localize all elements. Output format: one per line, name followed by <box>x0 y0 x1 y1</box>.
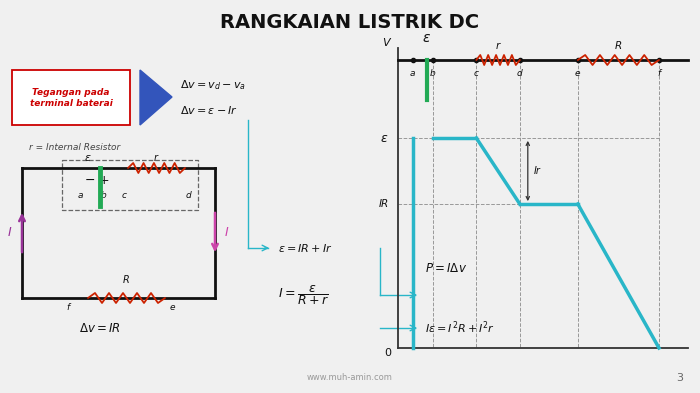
Text: $\varepsilon$: $\varepsilon$ <box>84 153 92 163</box>
Text: V: V <box>382 38 390 48</box>
Text: a: a <box>410 70 415 79</box>
Text: R: R <box>122 275 130 285</box>
Text: r = Internal Resistor: r = Internal Resistor <box>29 143 120 152</box>
Text: c: c <box>122 191 127 200</box>
Text: www.muh-amin.com: www.muh-amin.com <box>307 373 393 382</box>
Text: Ir: Ir <box>534 166 540 176</box>
Text: I: I <box>225 226 229 239</box>
Text: $\Delta v = IR$: $\Delta v = IR$ <box>79 321 121 334</box>
Text: a: a <box>77 191 83 200</box>
Text: d: d <box>517 70 523 79</box>
Text: r: r <box>496 41 500 51</box>
Text: e: e <box>169 303 175 312</box>
Text: r: r <box>154 153 158 163</box>
Text: $\varepsilon = IR + Ir$: $\varepsilon = IR + Ir$ <box>278 242 332 254</box>
Text: f: f <box>66 303 69 312</box>
Text: $\Delta v = v_d - v_a$: $\Delta v = v_d - v_a$ <box>180 78 246 92</box>
Text: d: d <box>185 191 191 200</box>
Text: +: + <box>99 173 109 187</box>
Text: −: − <box>85 173 95 187</box>
Text: RANGKAIAN LISTRIK DC: RANGKAIAN LISTRIK DC <box>220 13 480 31</box>
Text: b: b <box>101 191 107 200</box>
Text: $P = I\Delta v$: $P = I\Delta v$ <box>425 261 467 274</box>
Text: I: I <box>8 226 12 239</box>
Text: c: c <box>474 70 479 79</box>
Text: IR: IR <box>379 199 389 209</box>
Text: $I\varepsilon = I^2R + I^2r$: $I\varepsilon = I^2R + I^2r$ <box>425 320 495 336</box>
Text: $\Delta v = \varepsilon - Ir$: $\Delta v = \varepsilon - Ir$ <box>180 104 238 116</box>
Text: f: f <box>657 70 661 79</box>
Polygon shape <box>140 70 172 125</box>
Text: $I = \dfrac{\varepsilon}{R + r}$: $I = \dfrac{\varepsilon}{R + r}$ <box>278 283 329 307</box>
Text: b: b <box>430 70 435 79</box>
Text: e: e <box>575 70 580 79</box>
Text: Tegangan pada
terminal baterai: Tegangan pada terminal baterai <box>29 88 113 108</box>
Text: 0: 0 <box>384 348 391 358</box>
Text: $\varepsilon$: $\varepsilon$ <box>422 31 431 45</box>
Text: 3: 3 <box>676 373 683 383</box>
Text: R: R <box>615 41 622 51</box>
Text: $\varepsilon$: $\varepsilon$ <box>380 132 389 145</box>
Bar <box>12 70 130 125</box>
